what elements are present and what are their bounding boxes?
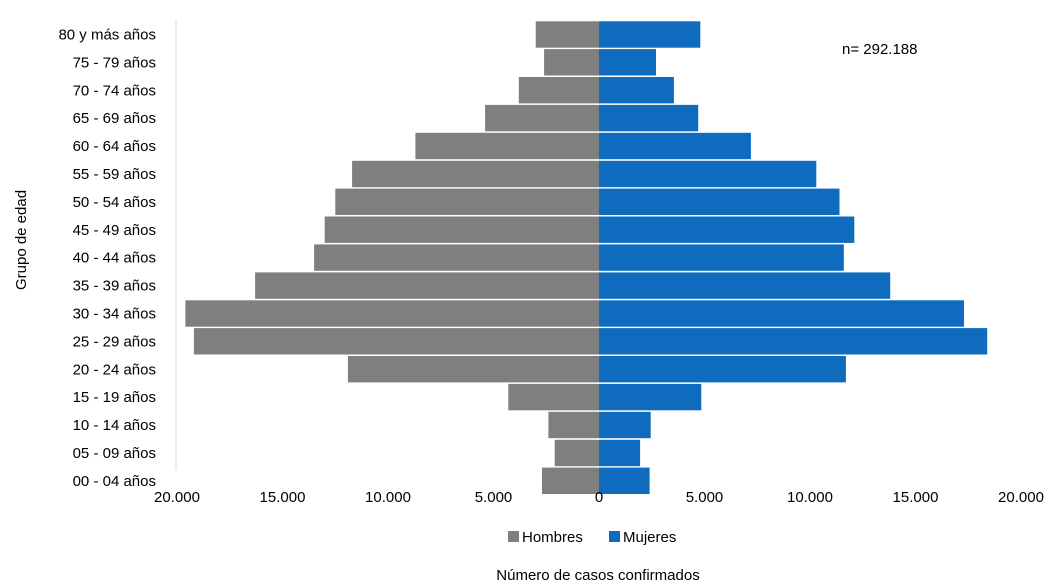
bar-hombres [485,104,599,132]
category-label: 60 - 64 años [73,138,156,155]
x-tick-label: 5.000 [475,489,513,506]
bars [185,21,988,494]
bar-mujeres [599,160,817,188]
bar-mujeres [599,411,651,439]
legend: Hombres Mujeres [508,529,676,546]
bar-hombres [352,160,599,188]
category-label: 50 - 54 años [73,194,156,211]
category-label: 15 - 19 años [73,389,156,406]
legend-swatch-mujeres [609,531,620,542]
bar-mujeres [599,300,964,327]
bar-mujeres [599,77,674,104]
category-label: 10 - 14 años [73,417,156,434]
bar-hombres [335,188,600,215]
bar-hombres [193,328,599,355]
x-tick-label: 10.000 [365,489,411,506]
bar-mujeres [599,49,656,76]
category-label: 25 - 29 años [73,333,156,350]
bar-mujeres [599,21,701,48]
category-label: 65 - 69 años [73,110,156,127]
category-label: 70 - 74 años [73,82,156,99]
bar-mujeres [599,467,650,494]
x-tick-labels: 20.000 15.000 10.000 5.000 0 5.000 10.000 15.00… [154,489,1044,506]
category-label: 75 - 79 años [73,54,156,71]
x-tick-label: 0 [595,489,603,506]
bar-mujeres [599,383,702,411]
x-tick-label: 15.000 [893,489,939,506]
total-annotation: n= 292.188 [842,41,918,58]
bar-mujeres [599,244,844,271]
bar-mujeres [599,132,751,160]
y-axis-title-group: Grupo de edad [13,190,30,290]
legend-swatch-hombres [508,531,519,542]
bar-hombres [415,132,599,160]
category-label: 40 - 44 años [73,250,156,267]
legend-label-hombres: Hombres [522,529,583,546]
bar-hombres [347,356,599,383]
bar-hombres [554,439,599,467]
bar-hombres [314,244,599,271]
bar-hombres [542,467,599,494]
x-tick-label: 20.000 [154,489,200,506]
bar-hombres [324,216,599,243]
bar-hombres [535,21,599,48]
x-tick-label: 10.000 [787,489,833,506]
category-label: 20 - 24 años [73,361,156,378]
bar-hombres [185,300,599,327]
bar-hombres [508,383,599,411]
x-axis-title: Número de casos confirmados [496,567,699,584]
bar-mujeres [599,104,699,132]
category-label: 45 - 49 años [73,222,156,239]
legend-label-mujeres: Mujeres [623,529,676,546]
bar-mujeres [599,216,855,243]
bar-hombres [255,272,599,299]
x-tick-label: 5.000 [686,489,724,506]
y-axis-title: Grupo de edad [13,190,30,290]
bar-hombres [544,49,599,76]
category-labels: 80 y más años 75 - 79 años 70 - 74 años 65 … [58,26,156,489]
category-label: 30 - 34 años [73,305,156,322]
bar-hombres [518,77,599,104]
bar-mujeres [599,356,846,383]
category-label: 35 - 39 años [73,278,156,295]
bar-mujeres [599,188,840,215]
bar-mujeres [599,439,641,467]
bar-hombres [548,411,599,439]
x-tick-label: 20.000 [998,489,1044,506]
x-tick-label: 15.000 [260,489,306,506]
category-label: 80 y más años [58,26,156,43]
category-label: 00 - 04 años [73,473,156,490]
category-label: 05 - 09 años [73,445,156,462]
bar-mujeres [599,328,988,355]
category-label: 55 - 59 años [73,166,156,183]
bar-mujeres [599,272,891,299]
